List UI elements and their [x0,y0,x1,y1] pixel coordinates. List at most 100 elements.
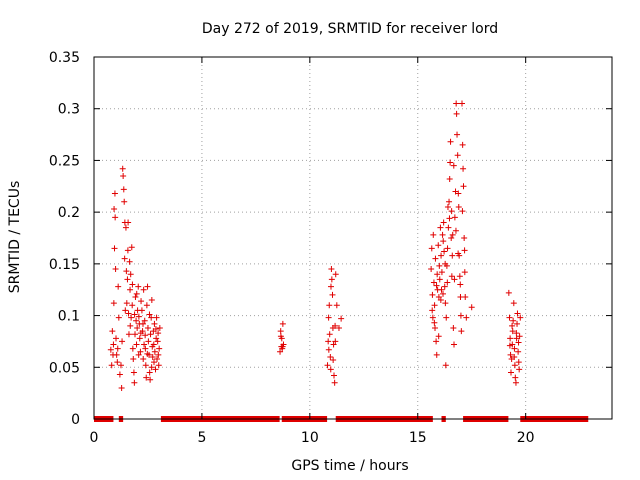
data-point [150,341,157,348]
data-point [506,342,513,349]
x-tick-label: 0 [90,430,99,446]
data-point [142,362,149,369]
data-point [457,312,464,319]
data-point [119,338,126,345]
x-tick-label: 20 [517,430,535,446]
data-point [460,165,467,172]
data-point [147,376,154,383]
data-point [461,269,468,276]
data-point [115,314,122,321]
x-axis-label: GPS time / hours [291,458,408,474]
chart-title: Day 272 of 2019, SRMTID for receiver lor… [202,21,498,37]
data-point [437,297,444,304]
data-point [456,273,463,280]
data-point [509,328,516,335]
data-point [153,335,160,342]
data-point [125,219,132,226]
data-point [430,279,437,286]
data-point [450,324,457,331]
data-point [122,224,129,231]
data-point [444,203,451,210]
data-point [132,293,139,300]
data-point [514,320,521,327]
data-point [143,302,150,309]
data-point [440,290,447,297]
data-point [460,183,467,190]
data-point [138,307,145,314]
data-point [141,341,148,348]
data-point [431,319,438,326]
data-point [331,372,338,379]
data-point [154,356,161,363]
data-point [135,283,142,290]
data-point [331,379,338,386]
data-point [439,231,446,238]
data-point [155,330,162,337]
data-point [453,100,460,107]
data-point [149,353,156,360]
data-point [113,351,120,358]
data-point [516,333,523,340]
data-point [515,339,522,346]
data-point [446,198,453,205]
x-tick-label: 15 [409,430,427,446]
data-point [448,235,455,241]
data-point [127,271,134,278]
data-point [112,266,119,273]
data-point [327,353,334,360]
data-point [459,141,466,148]
data-point [442,260,449,267]
data-point [451,276,458,283]
data-point [332,338,339,345]
data-point [511,362,518,369]
data-point [124,247,131,254]
data-point [142,332,149,339]
data-point [146,369,153,376]
data-point [512,374,519,381]
data-point [148,297,155,304]
data-point [155,351,162,358]
data-point [154,338,161,345]
data-point [135,313,142,320]
data-point [111,206,118,213]
data-point [325,346,332,353]
data-point [445,224,452,231]
data-point [326,331,333,338]
data-point [459,208,466,215]
data-point [131,311,138,318]
data-point [121,198,128,205]
plot-frame [93,56,613,420]
y-tick-label: 0.2 [58,205,80,221]
data-point [140,356,147,363]
data-point [145,338,152,345]
y-tick-label: 0.15 [49,257,80,273]
x-tick-label: 10 [301,430,319,446]
data-point [131,379,138,386]
data-point [122,307,129,314]
data-point [151,359,158,366]
y-tick-label: 0.25 [49,153,80,169]
data-point [327,366,334,373]
data-point [461,247,468,254]
data-point [429,314,436,321]
data-point [454,152,461,159]
data-point [444,245,451,252]
data-point [279,320,286,327]
data-point [448,208,455,215]
y-tick-label: 0.35 [49,50,80,66]
data-point [463,314,470,321]
data-point [277,333,284,340]
data-point [330,357,337,364]
data-point [513,330,520,337]
data-point [151,320,158,327]
data-point [129,281,136,288]
data-point [326,302,333,309]
y-tick-label: 0.05 [49,360,80,376]
data-point [114,345,121,352]
data-point [441,283,448,290]
data-point [433,338,440,345]
grid-lines [94,57,612,419]
data-point [124,276,131,283]
data-point [455,203,462,210]
data-point [125,331,132,338]
